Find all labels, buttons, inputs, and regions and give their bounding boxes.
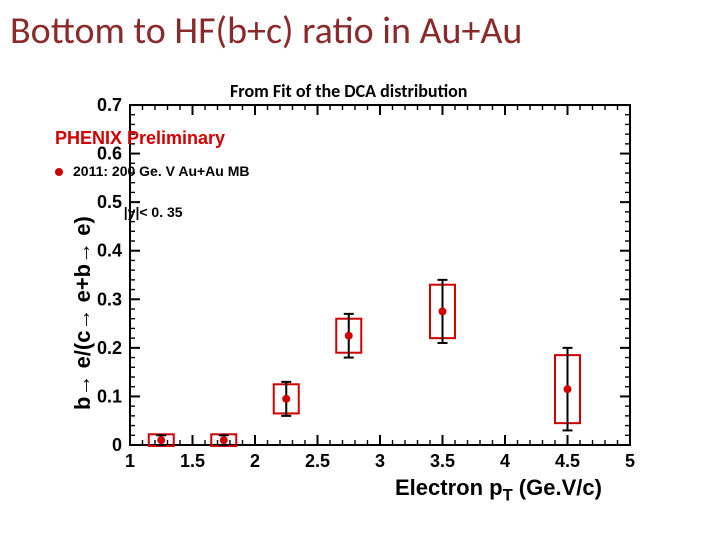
svg-text:2.5: 2.5 [305, 451, 330, 471]
svg-text:1.5: 1.5 [180, 451, 205, 471]
rapidity-cut-label: |y|< 0. 35 [124, 204, 183, 220]
svg-text:3: 3 [375, 451, 385, 471]
legend-marker-icon [55, 168, 63, 176]
svg-text:0.4: 0.4 [97, 241, 122, 261]
y-axis-title: b→ e/(c→ e+b→ e) [70, 216, 96, 410]
svg-text:0.5: 0.5 [97, 192, 122, 212]
svg-text:0.3: 0.3 [97, 289, 122, 309]
svg-text:0.2: 0.2 [97, 338, 122, 358]
legend-text: 2011: 200 Ge. V Au+Au MB [73, 163, 250, 179]
svg-text:1: 1 [125, 451, 135, 471]
svg-text:0: 0 [112, 435, 122, 455]
svg-text:0.1: 0.1 [97, 386, 122, 406]
svg-text:0.7: 0.7 [97, 95, 122, 115]
scatter-plot: 11.522.533.544.5500.10.20.30.40.50.60.7 [0, 0, 720, 540]
svg-text:3.5: 3.5 [430, 451, 455, 471]
x-axis-title: Electron pT (Ge.V/c) [395, 475, 602, 505]
svg-text:5: 5 [625, 451, 635, 471]
svg-text:4.5: 4.5 [555, 451, 580, 471]
svg-text:2: 2 [250, 451, 260, 471]
preliminary-label: PHENIX Preliminary [55, 128, 225, 149]
svg-text:4: 4 [500, 451, 510, 471]
